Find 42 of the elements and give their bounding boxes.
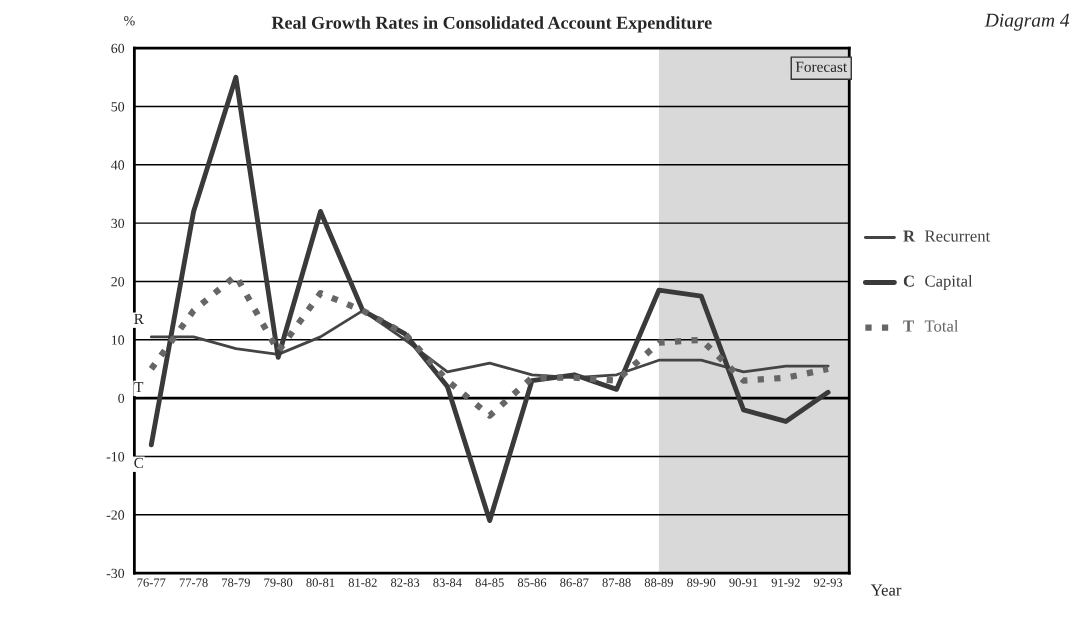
y-tick-label: -30 [106, 568, 125, 579]
y-tick-label: -20 [106, 510, 125, 520]
y-tick-label: 60 [111, 43, 125, 54]
annotation: C [134, 457, 144, 469]
x-tick-label: 91-92 [771, 578, 800, 587]
x-tick-label: 76-77 [137, 578, 166, 587]
y-tick-label: 40 [111, 160, 125, 170]
legend-label: Capital [925, 274, 973, 291]
x-tick-label: 84-85 [475, 578, 504, 587]
annotation: T [134, 382, 144, 393]
text: R [903, 230, 916, 242]
x-tick-label: 90-91 [729, 578, 758, 587]
x-tick-label: 82-83 [390, 578, 420, 587]
y-tick-label: 20 [111, 277, 125, 287]
x-tick-label: 77-78 [179, 578, 208, 587]
y-tick-label: 0 [118, 393, 125, 404]
x-tick-label: 87-88 [602, 578, 631, 587]
x-tick-label: 79-80 [264, 578, 293, 587]
x-tick-label: 85-86 [517, 578, 547, 587]
x-tick-label: 80-81 [306, 578, 335, 587]
text: Diagram 4 [984, 13, 1070, 31]
x-tick-label: 78-79 [222, 578, 250, 587]
y-axis-title: % [124, 16, 135, 26]
y-tick-label: -10 [106, 452, 125, 462]
band-label: Forecast [795, 61, 848, 72]
x-tick-label: 86-87 [560, 578, 589, 587]
legend-label: Recurrent [924, 230, 991, 242]
text: C [903, 275, 914, 287]
x-axis-title: Year [870, 584, 902, 596]
text: T [903, 320, 914, 332]
chart-title: Real Growth Rates in Consolidated Account Expenditure [271, 16, 712, 33]
y-tick-label: 10 [111, 335, 125, 345]
x-tick-label: 81-82 [348, 578, 377, 587]
legend-label: Total [924, 319, 959, 332]
y-tick-label: 50 [111, 102, 125, 112]
y-tick-label: 30 [111, 218, 125, 229]
x-tick-label: 92-93 [813, 578, 843, 587]
line-series [148, 74, 831, 524]
x-tick-label: 88-89 [644, 578, 673, 587]
x-tick-label: 83-84 [433, 578, 462, 587]
annotation: R [134, 313, 144, 324]
x-tick-label: 89-90 [687, 578, 716, 587]
